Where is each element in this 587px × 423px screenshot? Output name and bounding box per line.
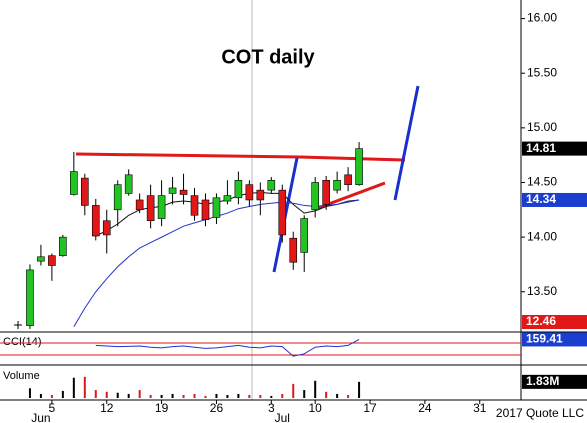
price-badge-label: 14.34	[526, 192, 556, 206]
volume-bar	[61, 390, 64, 398]
credit: 2017 Quote LLC	[496, 406, 584, 420]
volume-bar	[303, 390, 306, 398]
candle-body	[333, 179, 341, 191]
y-tick-label: 13.50	[527, 284, 557, 298]
volume-bar	[94, 390, 97, 398]
y-tick-label: 14.50	[527, 175, 557, 189]
volume-bar	[336, 393, 339, 398]
candle-body	[344, 174, 352, 185]
candle-body	[245, 184, 254, 201]
volume-bar	[259, 395, 262, 398]
volume-bar	[237, 393, 240, 398]
cci-badge-label: 159.41	[526, 332, 563, 346]
volume-bar	[28, 388, 31, 398]
volume-bar	[193, 393, 196, 398]
volume-bar	[149, 395, 152, 398]
price-badge	[522, 315, 587, 329]
x-tick-label: 12	[100, 401, 114, 415]
volume-bar	[182, 395, 185, 398]
volume-bar	[105, 391, 108, 398]
volume-bar	[270, 395, 273, 398]
candle-body	[102, 220, 111, 236]
y-tick-label: 15.00	[527, 120, 557, 134]
candle-body	[26, 269, 34, 326]
volume-bar	[281, 393, 284, 398]
trend-line	[75, 152, 406, 162]
x-tick-label: 3	[268, 401, 275, 415]
month-label: Jul	[275, 411, 290, 423]
candle-body	[289, 237, 298, 263]
x-tick-label: 26	[210, 401, 224, 415]
volume-bar	[204, 395, 207, 398]
volume-bar	[347, 395, 350, 398]
y-tick-label: 14.00	[527, 229, 557, 243]
price-badge	[522, 192, 587, 207]
candle-body	[70, 171, 78, 195]
candle-body	[113, 184, 122, 211]
x-tick-label: 24	[418, 401, 432, 415]
cci-line	[95, 339, 360, 357]
volume-bar	[72, 377, 75, 398]
drawn-line	[393, 85, 420, 201]
candle-body	[48, 255, 56, 266]
volume-bar	[248, 395, 251, 398]
volume-bar	[50, 395, 53, 398]
x-tick-label: 31	[473, 401, 487, 415]
chart-title: COT daily	[221, 46, 315, 68]
candle-body	[59, 236, 67, 256]
x-tick-label: 17	[363, 401, 377, 415]
candle-body	[157, 195, 166, 219]
candle-body	[311, 182, 319, 211]
volume-badge	[522, 374, 587, 389]
cursor-mark	[14, 321, 22, 329]
candle-body	[135, 199, 144, 211]
candle-body	[300, 218, 309, 253]
candle-body	[190, 195, 199, 216]
candle-body	[234, 179, 243, 199]
x-tick-label: 5	[49, 401, 56, 415]
candle-body	[355, 148, 363, 185]
price-badge-label: 14.81	[526, 141, 556, 155]
volume-bar	[226, 395, 229, 398]
volume-bar	[138, 390, 141, 398]
candle-body	[256, 189, 265, 201]
candle-body	[212, 197, 221, 218]
volume-bar	[215, 393, 218, 398]
price-badge-label: 12.46	[526, 314, 556, 328]
volume-bar	[116, 392, 119, 398]
panel-label: CCI(14)	[3, 336, 42, 348]
volume-badge-label: 1.83M	[526, 374, 559, 388]
candle-body	[91, 205, 100, 237]
y-tick-label: 16.00	[527, 11, 557, 25]
candle-body	[124, 174, 133, 194]
candle-body	[322, 179, 330, 205]
x-tick-label: 19	[155, 401, 169, 415]
candle-body	[168, 187, 177, 194]
candle-body	[267, 179, 276, 191]
price-badge	[522, 141, 587, 156]
volume-bar	[83, 376, 86, 398]
y-tick-label: 15.50	[527, 65, 557, 79]
volume-bar	[127, 393, 130, 398]
candle-body	[81, 177, 89, 206]
volume-bar	[325, 391, 328, 398]
volume-bar	[171, 393, 174, 398]
cci-badge	[522, 332, 587, 347]
volume-bar	[358, 381, 361, 398]
panel-label: Volume	[3, 370, 40, 382]
candle-body	[37, 256, 45, 262]
candle-body	[146, 195, 155, 222]
x-tick-label: 10	[309, 401, 323, 415]
volume-bar	[314, 380, 317, 398]
volume-bar	[39, 393, 42, 398]
candle-body	[223, 195, 232, 202]
volume-bar	[160, 395, 163, 398]
candle-body	[201, 199, 210, 220]
candle-body	[278, 189, 287, 236]
month-label: Jun	[31, 411, 50, 423]
candle-body	[179, 189, 188, 195]
volume-bar	[292, 383, 295, 398]
